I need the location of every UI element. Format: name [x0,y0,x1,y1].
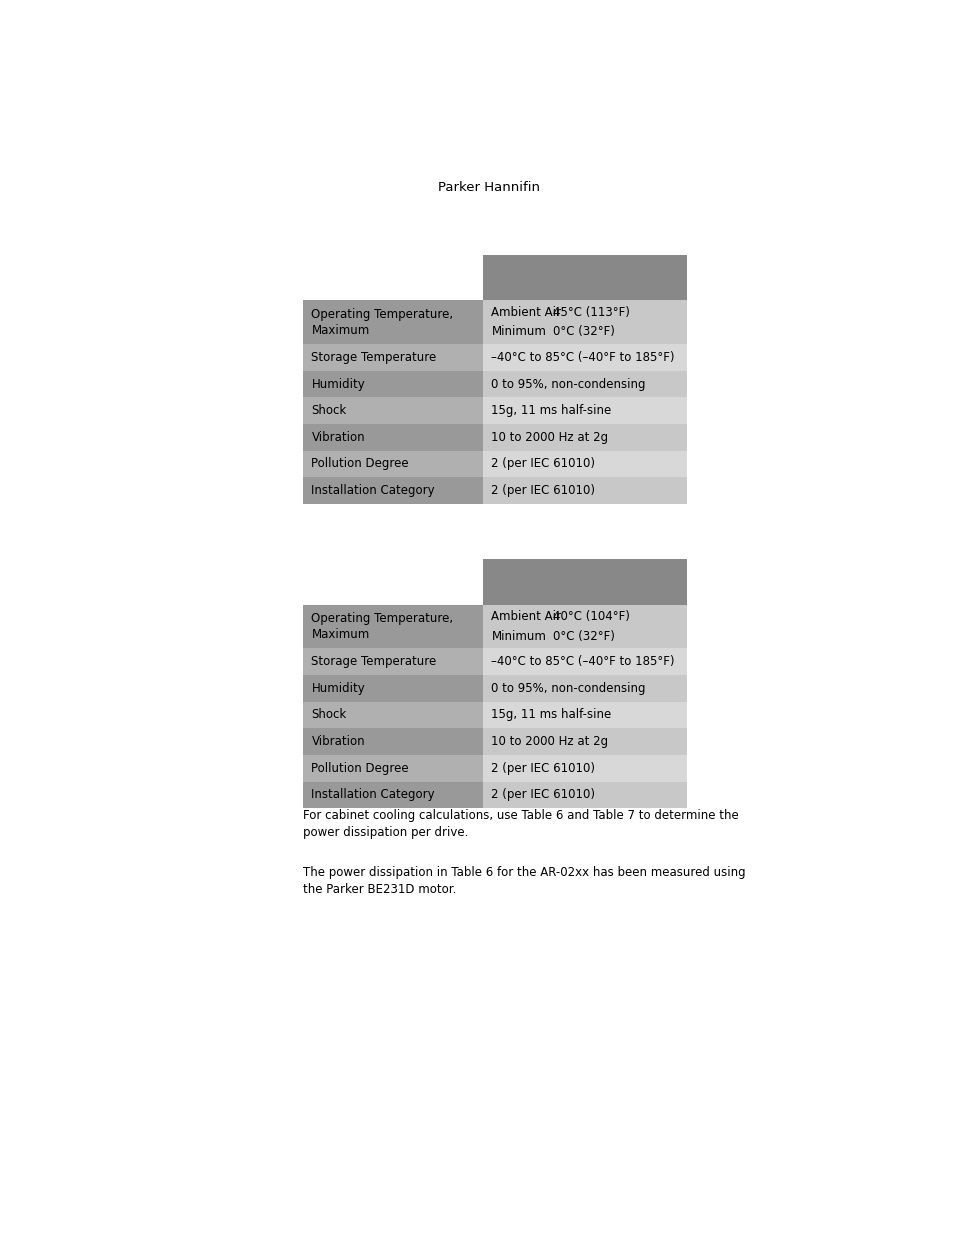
Text: 2 (per IEC 61010): 2 (per IEC 61010) [491,788,595,802]
Bar [482,729,686,755]
Text: 0°C (32°F): 0°C (32°F) [552,325,614,338]
Bar [482,477,686,504]
Bar [302,370,482,398]
Text: Humidity: Humidity [311,682,365,695]
Bar [302,477,482,504]
Text: Minimum: Minimum [491,630,546,642]
Text: Vibration: Vibration [311,735,365,748]
Text: Ambient Air: Ambient Air [491,610,560,624]
Text: 2 (per IEC 61010): 2 (per IEC 61010) [491,484,595,496]
Bar [302,451,482,477]
Text: Minimum: Minimum [491,325,546,338]
Text: Shock: Shock [311,709,346,721]
Bar [482,755,686,782]
Text: 15g, 11 ms half-sine: 15g, 11 ms half-sine [491,404,611,417]
Bar [302,755,482,782]
Text: 40°C (104°F): 40°C (104°F) [552,610,629,624]
Text: Vibration: Vibration [311,431,365,443]
Bar [482,676,686,701]
Text: Parker Hannifin: Parker Hannifin [437,182,539,194]
Text: Pollution Degree: Pollution Degree [311,762,409,774]
Bar [482,345,686,370]
Text: Humidity: Humidity [311,378,365,390]
Text: Operating Temperature,
Maximum: Operating Temperature, Maximum [311,613,453,641]
Text: Storage Temperature: Storage Temperature [311,351,436,364]
Bar [302,701,482,729]
Text: Ambient Air: Ambient Air [491,306,560,319]
Text: Installation Category: Installation Category [311,788,435,802]
Text: The power dissipation in Table 6 for the AR-02xx has been measured using
the Par: The power dissipation in Table 6 for the… [302,866,744,897]
Bar [302,676,482,701]
Bar [482,451,686,477]
Bar [482,782,686,808]
Bar [302,424,482,451]
Text: 2 (per IEC 61010): 2 (per IEC 61010) [491,762,595,774]
Text: Pollution Degree: Pollution Degree [311,457,409,471]
Bar [482,605,686,648]
Text: –40°C to 85°C (–40°F to 185°F): –40°C to 85°C (–40°F to 185°F) [491,351,674,364]
Bar [482,370,686,398]
Text: 0°C (32°F): 0°C (32°F) [552,630,614,642]
Bar [482,701,686,729]
Bar [302,648,482,676]
Text: Operating Temperature,
Maximum: Operating Temperature, Maximum [311,308,453,337]
Bar [302,729,482,755]
Bar [302,398,482,424]
Text: Shock: Shock [311,404,346,417]
Text: 45°C (113°F): 45°C (113°F) [552,306,629,319]
Bar [302,300,482,345]
Bar [482,398,686,424]
Text: 10 to 2000 Hz at 2g: 10 to 2000 Hz at 2g [491,735,608,748]
Text: 0 to 95%, non-condensing: 0 to 95%, non-condensing [491,682,645,695]
Bar [482,648,686,676]
Text: Installation Category: Installation Category [311,484,435,496]
Bar [302,345,482,370]
Bar [482,300,686,345]
Text: Storage Temperature: Storage Temperature [311,656,436,668]
Bar [302,782,482,808]
Bar [482,559,686,605]
Text: 15g, 11 ms half-sine: 15g, 11 ms half-sine [491,709,611,721]
Text: 0 to 95%, non-condensing: 0 to 95%, non-condensing [491,378,645,390]
Bar [482,424,686,451]
Text: –40°C to 85°C (–40°F to 185°F): –40°C to 85°C (–40°F to 185°F) [491,656,674,668]
Text: 10 to 2000 Hz at 2g: 10 to 2000 Hz at 2g [491,431,608,443]
Bar [302,605,482,648]
Text: 2 (per IEC 61010): 2 (per IEC 61010) [491,457,595,471]
Text: For cabinet cooling calculations, use Table 6 and Table 7 to determine the
power: For cabinet cooling calculations, use Ta… [302,809,738,839]
Bar [482,254,686,300]
